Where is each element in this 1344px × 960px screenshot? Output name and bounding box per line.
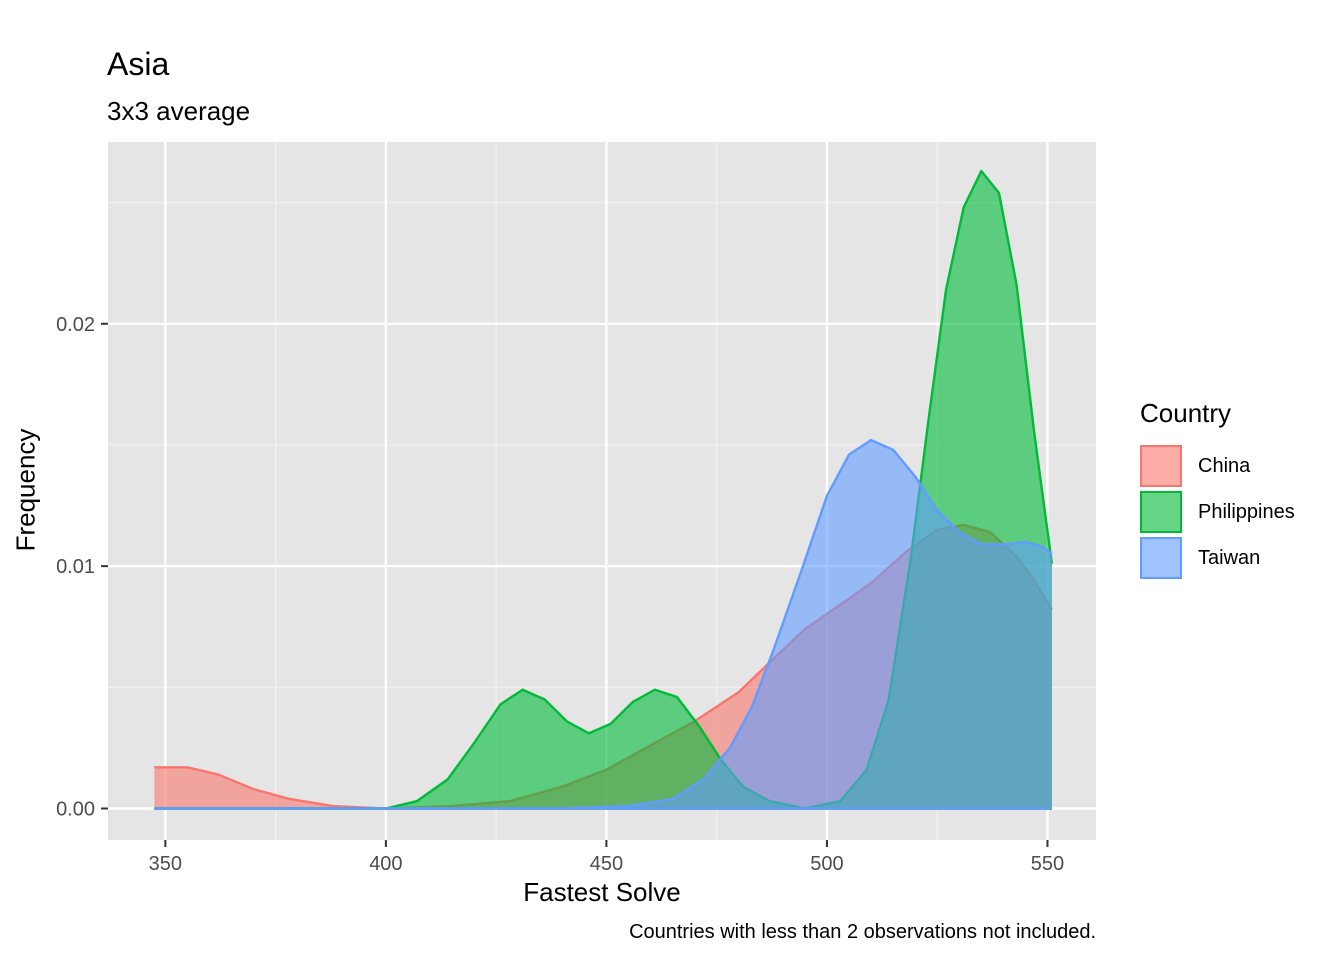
chart-title: Asia xyxy=(107,46,170,82)
x-tick-label: 450 xyxy=(590,853,623,875)
density-area-taiwan xyxy=(154,440,1052,809)
legend-item-china: China xyxy=(1140,443,1295,489)
y-tick-label: 0.01 xyxy=(56,556,95,578)
y-axis-label: Frequency xyxy=(10,428,41,552)
legend-key-philippines xyxy=(1140,491,1182,533)
x-tick-label: 550 xyxy=(1031,853,1064,875)
density-line-philippines xyxy=(154,169,1054,810)
legend-item-taiwan: Taiwan xyxy=(1140,535,1295,581)
y-tick-label: 0.02 xyxy=(56,314,95,336)
density-line-taiwan xyxy=(154,438,1053,810)
x-axis-label: Fastest Solve xyxy=(523,877,681,907)
y-tick-label: 0.00 xyxy=(56,798,95,820)
legend: Country China Philippines Taiwan xyxy=(1140,398,1295,581)
legend-title: Country xyxy=(1140,398,1232,428)
x-tick-label: 400 xyxy=(369,853,402,875)
legend-key-china xyxy=(1140,445,1182,487)
chart-caption: Countries with less than 2 observations … xyxy=(629,921,1096,943)
legend-key-taiwan xyxy=(1140,537,1182,579)
axis-ticks xyxy=(101,322,1049,847)
chart-subtitle: 3x3 average xyxy=(107,96,251,126)
legend-label-china: China xyxy=(1198,454,1251,477)
legend-label-taiwan: Taiwan xyxy=(1198,546,1261,569)
legend-item-philippines: Philippines xyxy=(1140,489,1295,535)
x-tick-label: 500 xyxy=(810,853,843,875)
legend-label-philippines: Philippines xyxy=(1198,500,1295,523)
tick-labels: 350 400 450 500 550 0.00 0.01 0.02 xyxy=(56,314,1064,875)
density-areas xyxy=(154,169,1054,810)
x-tick-label: 350 xyxy=(149,853,182,875)
